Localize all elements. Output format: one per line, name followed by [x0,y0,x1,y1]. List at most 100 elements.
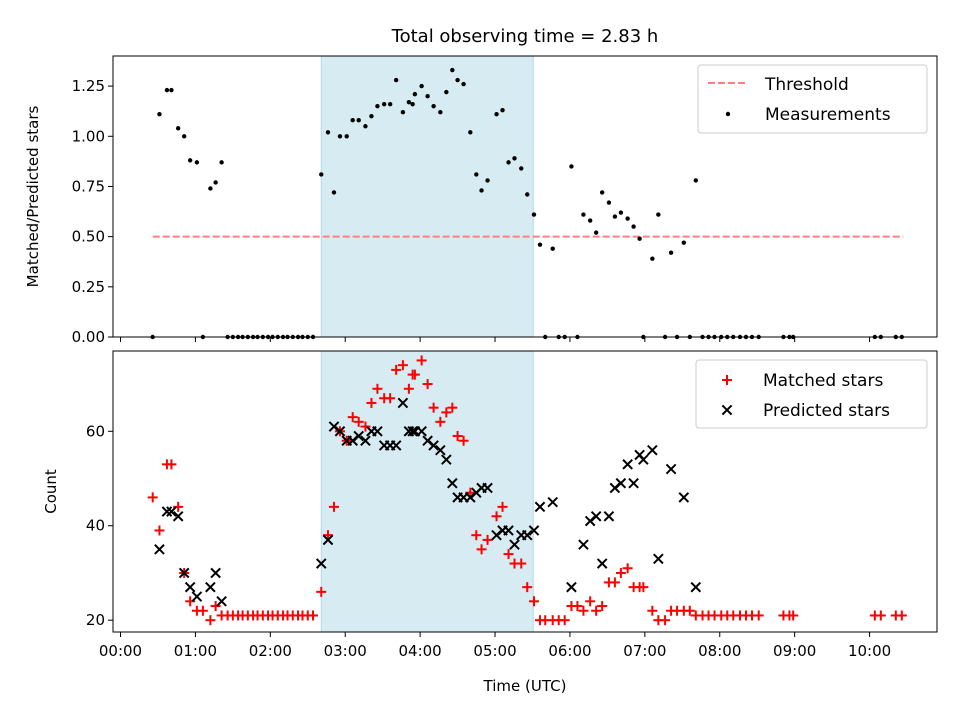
cross-stroke-b [628,477,639,489]
observing-window-shade [320,350,534,633]
predicted-star-point [315,558,327,569]
measurement-point [537,242,543,247]
y-tick-label: 20 [86,611,105,629]
predicted-star-point [334,425,346,437]
predicted-star-point [191,591,203,602]
measurement-point [599,190,605,195]
matched-star-point [875,610,886,621]
y-tick-label: 40 [86,517,105,535]
matched-star-point [753,610,764,621]
matched-star-point [482,534,493,545]
predicted-star-point [628,477,639,489]
matched-star-point [647,605,658,616]
bottom-legend: Matched stars Predicted stars [695,359,928,429]
matched-star-point [347,412,358,423]
matched-star-point [660,615,671,626]
x-tick-label: 05:00 [473,642,516,660]
x-tick-label: 09:00 [773,642,816,660]
measurement-point [175,126,181,131]
measurement-point [618,210,624,215]
matched-star-point [328,501,339,512]
legend-matched-swatch [722,375,732,385]
measurement-point [681,240,687,245]
x-tick-label: 02:00 [249,642,292,660]
matched-star-point [591,605,602,616]
matched-star-point [147,492,158,503]
top-chart-title: Total observing time = 2.83 h [391,26,659,47]
cross-stroke-b [638,454,649,465]
matched-star-point [458,435,469,446]
predicted-star-point [596,558,608,569]
matched-star-point [428,402,439,413]
cross-stroke-b [184,581,196,593]
matched-star-point [684,605,695,616]
cross-stroke-b [482,482,493,494]
measurement-point [479,188,484,193]
matched-star-point [308,610,319,621]
x-tick-label: 03:00 [324,642,367,660]
matched-star-point [528,596,539,607]
matched-star-point [422,379,433,390]
measurement-point [587,218,593,223]
cross-stroke-b [216,595,227,607]
bottom-axes-frame [112,350,938,633]
predicted-star-point [566,581,577,593]
measurement-points [150,67,904,340]
measurement-point [425,93,430,99]
measurement-point [550,246,555,251]
top-y-ticks: 0.00 0.25 0.50 0.75 1.00 1.25 [72,77,113,346]
measurement-point [410,101,415,107]
cross-stroke-b [509,539,520,550]
matched-star-point [622,563,633,574]
matched-star-point [559,615,570,626]
measurement-point [625,216,630,221]
predicted-star-point [161,506,173,517]
measurement-point [631,224,636,229]
legend-label-measurements: Measurements [765,105,891,125]
top-legend: Threshold Measurements [697,64,928,134]
cross-stroke-b [503,525,514,536]
measurement-point [400,110,406,115]
y-tick-label: 0.00 [72,328,105,346]
measurement-point [213,180,218,185]
top-axes-frame [112,55,938,338]
measurement-point [468,130,473,135]
predicted-star-point [435,444,446,456]
bottom-y-axis-label: Count [42,469,60,514]
predicted-star-point [503,525,514,536]
cross-stroke-b [407,425,418,437]
matched-star-point [391,364,402,375]
measurement-point [668,250,674,255]
predicted-star-point [166,506,177,517]
legend-label-threshold: Threshold [764,75,849,95]
legend-measurements-swatch [725,111,731,117]
cross-stroke-b [422,435,433,447]
matched-star-point [205,615,216,626]
cross-stroke-b [622,459,633,470]
observing-window-shade [320,55,534,338]
predicted-star-point [578,539,589,550]
matched-star-point [896,610,907,621]
y-tick-label: 60 [86,422,105,440]
measurement-point [412,91,418,97]
measurement-point [208,186,213,191]
x-tick-label: 10:00 [848,642,891,660]
predicted-star-point [528,525,540,536]
cross-stroke-b [428,440,439,451]
measurement-point [325,130,331,135]
predicted-star-point [653,553,664,565]
matched-star-point [403,383,414,394]
legend-plus-marker [722,375,732,385]
measurement-point [606,200,612,205]
matched-star-point [452,431,463,442]
cross-stroke-b [566,581,577,593]
matched-star-point [503,549,514,560]
measurement-point [569,164,574,169]
legend-label-matched-stars: Matched stars [763,371,883,391]
cross-stroke-b [353,430,365,442]
predicted-star-point [407,425,418,437]
matched-star-point [166,459,177,470]
cross-stroke-b [596,558,608,569]
measurement-point [187,158,193,163]
measurement-point [381,101,387,107]
